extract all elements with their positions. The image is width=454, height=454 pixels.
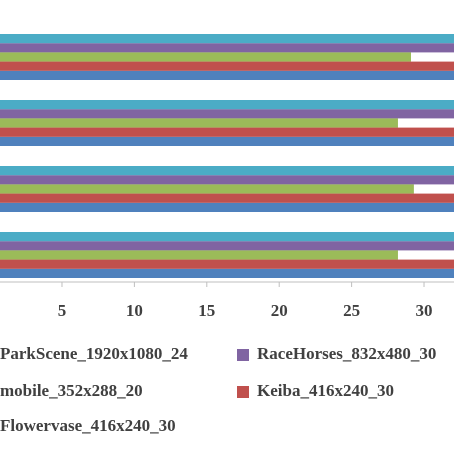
- x-tick-label: 30: [416, 301, 433, 320]
- x-tick-label: 25: [343, 301, 360, 320]
- bar: [0, 202, 454, 212]
- bar: [0, 250, 398, 260]
- bar: [0, 70, 454, 80]
- bar: [0, 61, 454, 71]
- bar: [0, 118, 398, 128]
- bar: [0, 34, 454, 44]
- legend-label: RaceHorses_832x480_30: [257, 344, 436, 363]
- bar: [0, 232, 454, 242]
- x-tick-label: 15: [198, 301, 215, 320]
- bar: [0, 127, 454, 137]
- bar: [0, 259, 454, 269]
- legend-swatch: [237, 349, 249, 361]
- bar: [0, 241, 454, 251]
- bar: [0, 52, 411, 62]
- legend-label: Flowervase_416x240_30: [0, 416, 176, 435]
- x-tick-label: 10: [126, 301, 143, 320]
- legend-label: Keiba_416x240_30: [257, 381, 394, 400]
- bar: [0, 136, 454, 146]
- legend-label: mobile_352x288_20: [0, 381, 143, 400]
- bar: [0, 184, 414, 194]
- bar: [0, 109, 454, 119]
- legend-swatch: [237, 386, 249, 398]
- x-tick-label: 5: [58, 301, 67, 320]
- bar: [0, 100, 454, 110]
- x-tick-label: 20: [271, 301, 288, 320]
- legend-label: ParkScene_1920x1080_24: [0, 344, 188, 363]
- bar: [0, 43, 454, 53]
- bar: [0, 175, 454, 185]
- bar: [0, 166, 454, 176]
- bar: [0, 193, 454, 203]
- bar: [0, 268, 454, 278]
